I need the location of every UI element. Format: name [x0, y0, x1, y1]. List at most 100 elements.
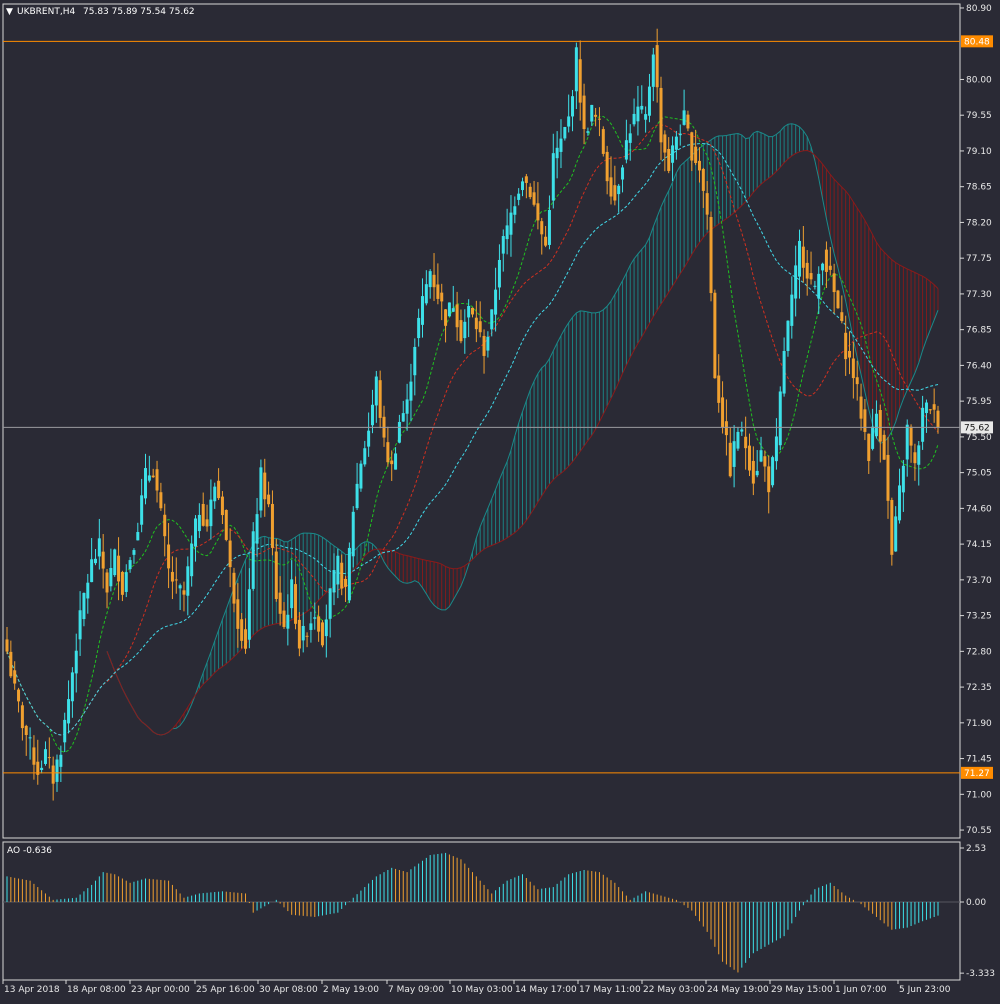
candle-bear [274, 551, 278, 600]
candle-bear [801, 246, 805, 268]
candle-bear [867, 433, 871, 462]
candle-bull [40, 767, 44, 771]
candle-bear [605, 151, 609, 182]
candle-bear [217, 480, 221, 499]
time-tick-label: 1 Jun 07:00 [835, 985, 887, 995]
candle-bear [536, 203, 540, 221]
candle-bull [28, 737, 32, 739]
candle-bear [809, 273, 813, 280]
candle-bear [155, 469, 159, 491]
price-tick-label: 71.45 [966, 755, 992, 765]
candle-bear [174, 579, 178, 581]
candle-bear [882, 434, 886, 460]
main-chart-frame [2, 3, 961, 839]
time-tick-label: 14 May 17:00 [515, 985, 577, 995]
candle-bear [228, 540, 232, 568]
candle-bear [836, 290, 840, 309]
price-tick-label: 77.75 [966, 254, 992, 264]
candle-bull [490, 309, 494, 330]
candle-bear [474, 317, 478, 330]
candle-bull [894, 516, 898, 552]
candle-bear [705, 193, 709, 215]
candle-bull [90, 559, 94, 583]
candle-bull [113, 549, 117, 576]
candle-bear [294, 584, 298, 624]
candle-bull [644, 114, 648, 120]
candle-bull [624, 140, 628, 160]
candle-bull [313, 617, 317, 619]
candle-bear [613, 185, 617, 201]
price-tick-label: 73.25 [966, 612, 992, 622]
price-tick-label: 76.85 [966, 326, 992, 336]
candle-bear [244, 629, 248, 649]
price-tick-label: 71.90 [966, 719, 992, 729]
candle-bear [13, 670, 17, 684]
candle-bear [267, 494, 271, 505]
candle-bear [663, 134, 667, 153]
candle-bull [732, 441, 736, 467]
time-tick-label: 25 Apr 16:00 [196, 985, 255, 995]
candle-bear [182, 590, 186, 595]
candle-bull [186, 566, 190, 596]
candle-bull [405, 399, 409, 414]
candle-bear [282, 610, 286, 627]
candle-bull [286, 614, 290, 629]
candle-bull [451, 308, 455, 312]
candle-bull [917, 445, 921, 465]
time-tick-label: 23 Apr 00:00 [131, 985, 190, 995]
price-tick-label: 79.55 [966, 111, 992, 121]
candle-bear [540, 221, 544, 235]
candle-bear [263, 472, 267, 500]
candle-bull [194, 518, 198, 547]
candle-bear [717, 375, 721, 403]
time-tick-label: 30 Apr 08:00 [259, 985, 318, 995]
price-tick-label: 71.00 [966, 790, 992, 800]
candle-bear [9, 651, 13, 677]
candle-bull [55, 759, 59, 782]
candle-bull [682, 110, 686, 125]
candle-bull [671, 145, 675, 163]
candle-bear [655, 45, 659, 88]
candle-bull [128, 560, 132, 570]
candle-bull [401, 413, 405, 422]
candle-bear [932, 404, 936, 410]
candle-bear [909, 426, 913, 446]
candle-bear [763, 456, 767, 467]
candle-bear [236, 599, 240, 629]
candle-bull [328, 588, 332, 619]
candle-bear [582, 95, 586, 130]
candle-bull [467, 305, 471, 318]
candle-bear [694, 146, 698, 164]
candle-bull [817, 273, 821, 299]
candle-bull [394, 453, 398, 470]
candle-bear [578, 59, 582, 103]
candle-bear [744, 436, 748, 449]
candle-bull [874, 413, 878, 437]
candle-bull [651, 54, 655, 87]
candle-bear [340, 562, 344, 589]
candle-bear [528, 186, 532, 198]
candle-bear [120, 571, 124, 595]
ao-tick-label: 2.53 [966, 844, 986, 854]
candle-bear [20, 705, 24, 729]
candle-bull [782, 350, 786, 394]
candle-bear [297, 619, 301, 649]
candle-bear [378, 380, 382, 418]
candle-bear [159, 492, 163, 509]
price-tick-label: 75.50 [966, 433, 992, 443]
candle-bull [790, 294, 794, 326]
candle-bear [713, 292, 717, 379]
candle-bull [74, 650, 78, 674]
candle-bear [305, 635, 309, 637]
candle-bear [482, 335, 486, 356]
symbol-menu-arrow-icon[interactable]: ▼ [6, 7, 13, 17]
time-tick-label: 18 Apr 08:00 [67, 985, 126, 995]
candle-bull [821, 263, 825, 271]
price-tick-label: 78.65 [966, 183, 992, 193]
candle-bull [636, 106, 640, 122]
last-price-tag: 75.62 [964, 423, 990, 433]
candle-bear [436, 284, 440, 299]
candle-bull [563, 127, 567, 139]
